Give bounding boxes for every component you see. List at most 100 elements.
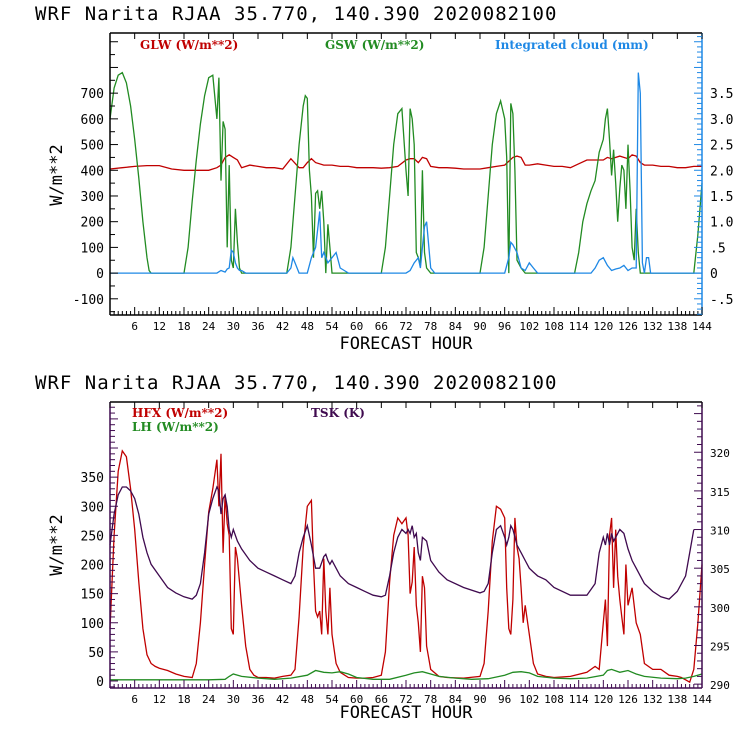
y-right-tick-label: 320 — [710, 447, 730, 460]
y-right-tick-label: 310 — [710, 525, 730, 538]
y-tick-label: 500 — [81, 139, 104, 154]
x-tick-label: 12 — [153, 320, 166, 333]
series-layer — [109, 71, 703, 274]
x-tick-label: 66 — [375, 693, 388, 706]
chart-title: WRF Narita RJAA 35.770, 140.390 20200821… — [35, 3, 557, 25]
y-right-tick-label: 2.0 — [710, 164, 733, 179]
x-tick-label: 84 — [449, 693, 463, 706]
x-tick-label: 36 — [251, 320, 264, 333]
y-tick-label: 200 — [81, 216, 104, 231]
x-tick-label: 114 — [569, 693, 589, 706]
chart-title: WRF Narita RJAA 35.770, 140.390 20200821… — [35, 372, 557, 394]
x-tick-label: 126 — [618, 693, 638, 706]
x-tick-label: 132 — [643, 693, 663, 706]
x-tick-label: 144 — [692, 320, 712, 333]
x-tick-label: 78 — [424, 693, 437, 706]
x-tick-label: 42 — [276, 693, 289, 706]
series-layer — [109, 449, 703, 684]
x-tick-label: 102 — [519, 320, 539, 333]
x-tick-label: 18 — [177, 693, 190, 706]
series-line-hfx — [109, 449, 703, 684]
y-tick-label: 300 — [81, 500, 104, 515]
panel-radiation: WRF Narita RJAA 35.770, 140.390 20200821… — [35, 3, 733, 354]
y-tick-label: 400 — [81, 164, 104, 179]
x-tick-label: 108 — [544, 320, 564, 333]
y-right-tick-label: 315 — [710, 486, 730, 499]
x-tick-label: 90 — [473, 693, 486, 706]
x-tick-label: 18 — [177, 320, 190, 333]
y-tick-label: 0 — [96, 267, 104, 282]
x-tick-label: 6 — [131, 320, 138, 333]
y-tick-label: 100 — [81, 241, 104, 256]
y-tick-label: 250 — [81, 529, 104, 544]
x-tick-label: 120 — [593, 320, 613, 333]
x-tick-label: 42 — [276, 320, 289, 333]
x-tick-label: 12 — [153, 693, 166, 706]
legend-lh: LH (W/m**2) — [132, 420, 219, 434]
x-axis-label: FORECAST HOUR — [339, 334, 473, 354]
x-tick-label: 72 — [399, 693, 412, 706]
series-line-glw — [109, 154, 702, 171]
y-tick-label: 700 — [81, 87, 104, 102]
y-tick-label: -100 — [73, 293, 104, 308]
y-right-tick-label: 290 — [710, 679, 730, 692]
legend-cloud: Integrated cloud (mm) — [495, 38, 649, 52]
y-tick-label: 600 — [81, 113, 104, 128]
x-tick-label: 78 — [424, 320, 437, 333]
x-tick-label: 60 — [350, 320, 363, 333]
x-tick-label: 30 — [227, 693, 240, 706]
y-right-tick-labels: -.5 0 .5 1.0 1.5 2.0 2.5 3.0 3.5 — [710, 87, 733, 308]
legend-tsk: TSK (K) — [311, 406, 365, 420]
x-tick-label: 138 — [667, 320, 687, 333]
y-tick-label: 0 — [96, 675, 104, 690]
x-tick-label: 66 — [375, 320, 388, 333]
y-right-tick-label: 3.5 — [710, 87, 733, 102]
y-axis-label: W/m**2 — [47, 514, 67, 575]
x-axis-label: FORECAST HOUR — [339, 703, 473, 723]
x-tick-label: 102 — [519, 693, 539, 706]
x-tick-label: 90 — [473, 320, 486, 333]
x-tick-label: 72 — [399, 320, 412, 333]
series-line-tsk — [109, 485, 695, 600]
axes-frame — [109, 401, 703, 689]
x-tick-label: 138 — [667, 693, 687, 706]
y-tick-labels: -100 0 100 200 300 400 500 600 700 — [73, 87, 104, 308]
x-tick-label: 120 — [593, 693, 613, 706]
y-tick-label: 200 — [81, 559, 104, 574]
x-tick-label: 24 — [202, 693, 216, 706]
x-tick-label: 48 — [301, 320, 314, 333]
x-tick-label: 6 — [131, 693, 138, 706]
x-tick-label: 108 — [544, 693, 564, 706]
y-right-tick-labels: 290 295 300 305 310 315 320 — [710, 447, 730, 692]
y-right-tick-label: 305 — [710, 563, 730, 576]
y-right-tick-label: 3.0 — [710, 113, 733, 128]
legend-hfx: HFX (W/m**2) — [132, 406, 228, 420]
series-line-gsw — [109, 71, 703, 274]
x-tick-label: 96 — [498, 693, 511, 706]
y-tick-label: 350 — [81, 471, 104, 486]
y-right-tick-label: 2.5 — [710, 139, 733, 154]
x-tick-labels: 6 12 18 24 30 36 42 48 54 60 66 72 78 84 90 96 102 108 114… — [131, 320, 712, 333]
y-right-tick-label: -.5 — [710, 293, 733, 308]
y-right-tick-label: .5 — [710, 241, 726, 256]
y-right-tick-label: 300 — [710, 602, 730, 615]
y-tick-label: 50 — [88, 646, 104, 661]
legend-gsw: GSW (W/m**2) — [325, 38, 424, 52]
y-right-tick-label: 295 — [710, 640, 730, 653]
legend-glw: GLW (W/m**2) — [140, 38, 238, 52]
y-right-tick-label: 1.5 — [710, 190, 733, 205]
x-tick-label: 36 — [251, 693, 264, 706]
x-tick-label: 48 — [301, 693, 314, 706]
series-line-integrated — [110, 72, 702, 274]
x-tick-label: 144 — [692, 693, 712, 706]
y-right-tick-label: 0 — [710, 267, 718, 282]
x-tick-label: 96 — [498, 320, 511, 333]
x-tick-label: 54 — [325, 693, 339, 706]
legend: GLW (W/m**2) GSW (W/m**2) Integrated clo… — [140, 38, 649, 52]
x-tick-label: 114 — [569, 320, 589, 333]
x-tick-label: 126 — [618, 320, 638, 333]
legend: HFX (W/m**2) LH (W/m**2) TSK (K) — [132, 406, 365, 434]
x-tick-label: 54 — [325, 320, 339, 333]
x-tick-label: 84 — [449, 320, 463, 333]
